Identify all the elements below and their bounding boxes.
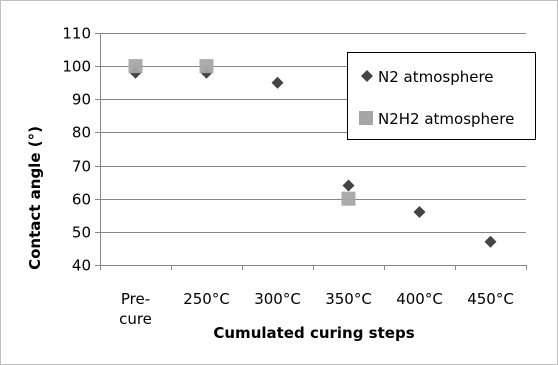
y-axis-title: Contact angle (°) xyxy=(26,126,44,270)
x-tick-label: 450°C xyxy=(467,290,514,308)
x-tick-label: Pre- xyxy=(121,290,150,308)
y-tick-label: 70 xyxy=(72,158,91,176)
data-points xyxy=(128,59,497,248)
legend-label-n2: N2 atmosphere xyxy=(378,68,494,86)
legend-box xyxy=(347,52,536,140)
point-n2h2-atmosphere xyxy=(341,191,356,206)
legend-marker-n2h2 xyxy=(359,111,373,125)
y-tick-label: 80 xyxy=(72,124,91,142)
x-tick-label: 350°C xyxy=(325,290,372,308)
y-tick-label: 60 xyxy=(72,191,91,209)
y-tick-label: 40 xyxy=(72,257,91,275)
x-tick-label: 400°C xyxy=(396,290,443,308)
legend: N2 atmosphere N2H2 atmosphere xyxy=(347,52,536,140)
axes xyxy=(95,33,527,270)
point-n2-atmosphere xyxy=(271,76,284,89)
point-n2h2-atmosphere xyxy=(128,59,143,74)
x-tick-label: 250°C xyxy=(183,290,230,308)
x-tick-label: 300°C xyxy=(254,290,301,308)
point-n2h2-atmosphere xyxy=(199,59,214,74)
y-tick-label: 100 xyxy=(62,58,91,76)
legend-label-n2h2: N2H2 atmosphere xyxy=(378,110,514,128)
point-n2-atmosphere xyxy=(484,235,497,248)
x-axis-title: Cumulated curing steps xyxy=(213,324,414,342)
point-n2-atmosphere xyxy=(342,179,355,192)
x-tick-label: cure xyxy=(119,310,152,328)
y-tick-label: 110 xyxy=(62,25,91,43)
point-n2-atmosphere xyxy=(413,205,426,218)
legend-marker-n2 xyxy=(361,70,373,82)
y-tick-label: 90 xyxy=(72,91,91,109)
tick-labels: 40 50 60 70 80 90 100 110 Pre-cure 250°C 300°C 350°… xyxy=(62,25,513,329)
y-tick-label: 50 xyxy=(72,224,91,242)
